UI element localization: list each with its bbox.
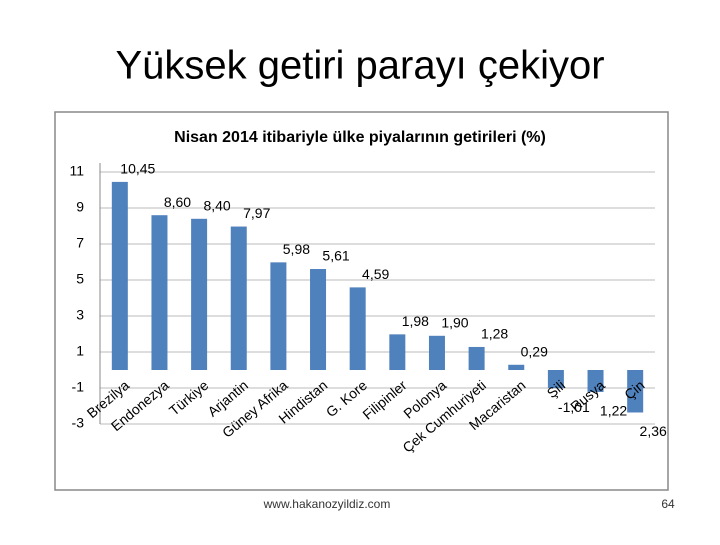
value-label: 5,98 bbox=[283, 241, 310, 257]
value-label: 8,60 bbox=[164, 194, 191, 210]
bar bbox=[230, 226, 247, 370]
y-tick-label: 5 bbox=[76, 271, 84, 287]
value-label: 1,22 bbox=[600, 403, 627, 419]
y-tick-label: 1 bbox=[76, 343, 84, 359]
value-label: 5,61 bbox=[322, 248, 349, 264]
value-label: -1,01 bbox=[558, 399, 590, 415]
bar bbox=[428, 335, 445, 370]
bar bbox=[508, 364, 525, 370]
bar bbox=[270, 262, 287, 370]
bar bbox=[111, 181, 128, 370]
value-label: 1,98 bbox=[402, 313, 429, 329]
value-label: 0,29 bbox=[521, 343, 548, 359]
chart-title: Nisan 2014 itibariyle ülke piyalarının g… bbox=[174, 129, 546, 146]
value-label: 2,36 bbox=[640, 423, 667, 439]
slide-title: Yüksek getiri parayı çekiyor bbox=[115, 44, 604, 88]
bar bbox=[587, 370, 604, 392]
value-label: 1,28 bbox=[481, 326, 508, 342]
bar bbox=[191, 218, 208, 370]
value-label: 8,40 bbox=[203, 198, 230, 214]
bar bbox=[468, 346, 485, 370]
value-label: 1,90 bbox=[441, 315, 468, 331]
page-number: 64 bbox=[661, 497, 675, 511]
bar bbox=[389, 334, 406, 370]
y-tick-label: 7 bbox=[76, 235, 84, 251]
y-tick-label: 9 bbox=[76, 199, 84, 215]
y-tick-label: 3 bbox=[76, 307, 84, 323]
bar bbox=[547, 370, 564, 389]
bar bbox=[627, 370, 644, 413]
y-tick-label: -1 bbox=[72, 379, 85, 395]
value-label: 7,97 bbox=[243, 205, 270, 221]
value-label: 10,45 bbox=[120, 161, 155, 177]
footer-url: www.hakanozyildiz.com bbox=[263, 497, 391, 511]
bar bbox=[310, 269, 327, 370]
y-tick-label: -3 bbox=[72, 415, 85, 431]
bar bbox=[151, 215, 168, 370]
y-tick-label: 11 bbox=[69, 163, 84, 179]
value-label: 4,59 bbox=[362, 266, 389, 282]
bar bbox=[349, 287, 366, 370]
